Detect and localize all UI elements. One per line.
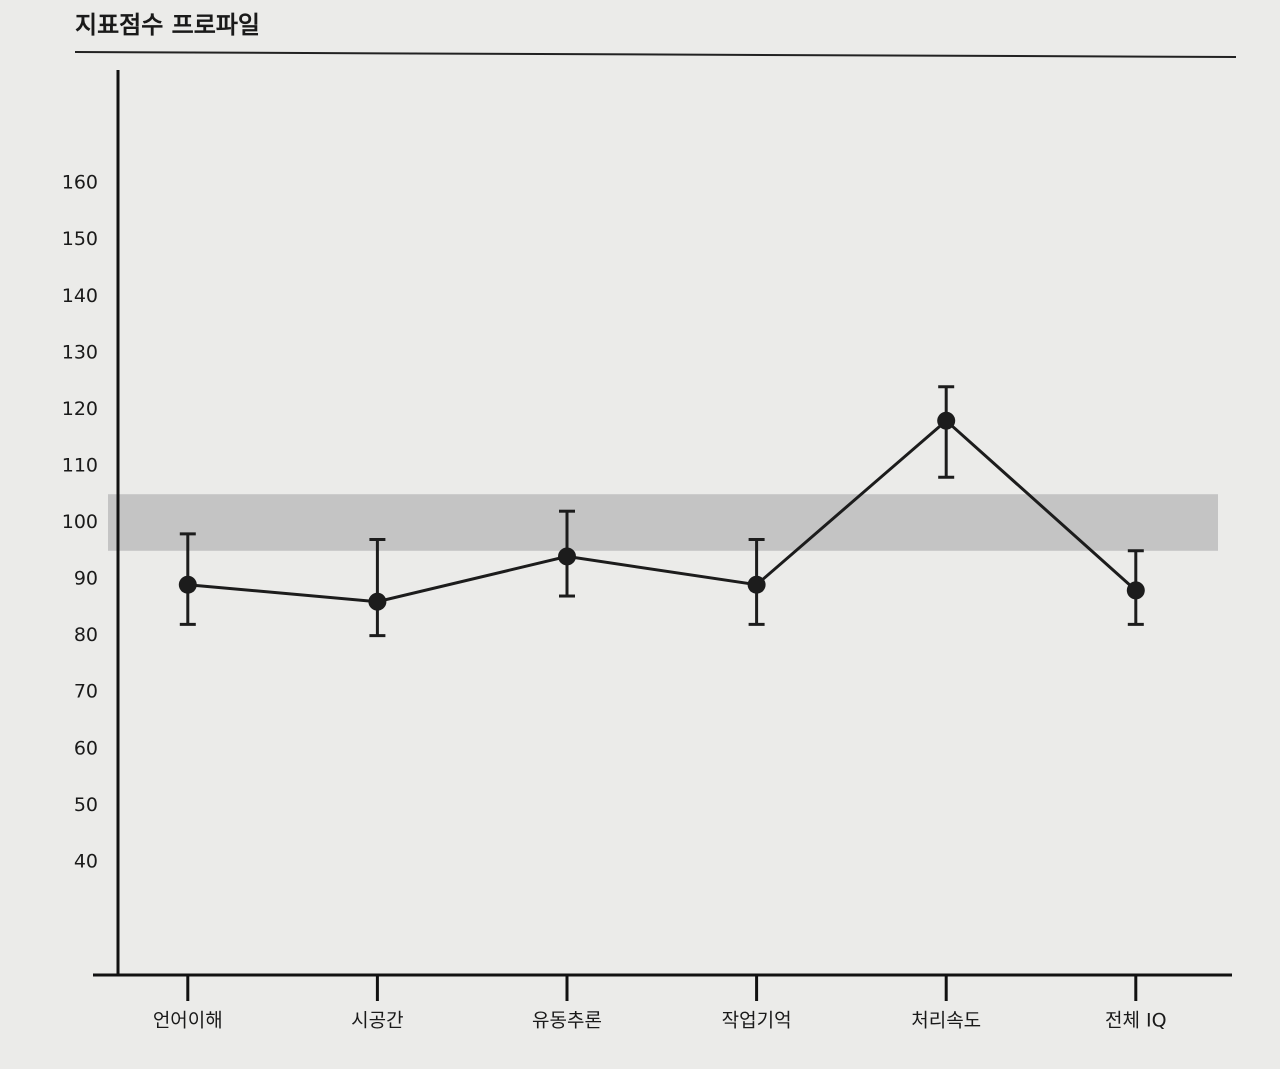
y-tick-label: 80: [74, 624, 98, 646]
point: [1126, 581, 1145, 600]
x-tick-label: 전체 IQ: [1105, 1010, 1167, 1032]
y-tick-label: 140: [62, 285, 98, 307]
y-tick-label: 130: [62, 341, 98, 363]
y-tick-label: 70: [74, 681, 98, 703]
y-tick-label: 90: [74, 568, 98, 590]
title-rule: [74, 51, 1237, 58]
y-tick-label: 50: [74, 794, 98, 816]
x-tick-label: 언어이해: [153, 1010, 223, 1032]
point: [747, 575, 766, 594]
y-tick-label: 120: [62, 398, 98, 420]
chart-title: 지표점수 프로파일: [75, 11, 260, 39]
y-tick-label: 60: [74, 737, 98, 759]
y-tick-label: 40: [74, 850, 98, 872]
reference-band: [108, 494, 1218, 551]
x-tick-label: 유동추론: [532, 1010, 602, 1032]
plot: 40 50 60 70 80 90 100 110 120 130 140 150 160 언어이해 시공간…: [62, 70, 1232, 1032]
point: [368, 592, 387, 611]
y-tick-label: 110: [62, 454, 98, 476]
line: [187, 418, 1137, 604]
y-tick-label: 160: [62, 172, 98, 194]
point: [937, 411, 956, 430]
x-tick-label: 작업기억: [722, 1010, 792, 1032]
y-tick-label: 150: [62, 228, 98, 250]
point: [178, 575, 197, 594]
x-tick-label: 처리속도: [911, 1010, 981, 1032]
point: [558, 547, 576, 566]
y-tick-label: 100: [62, 511, 98, 533]
x-tick-label: 시공간: [351, 1010, 403, 1032]
